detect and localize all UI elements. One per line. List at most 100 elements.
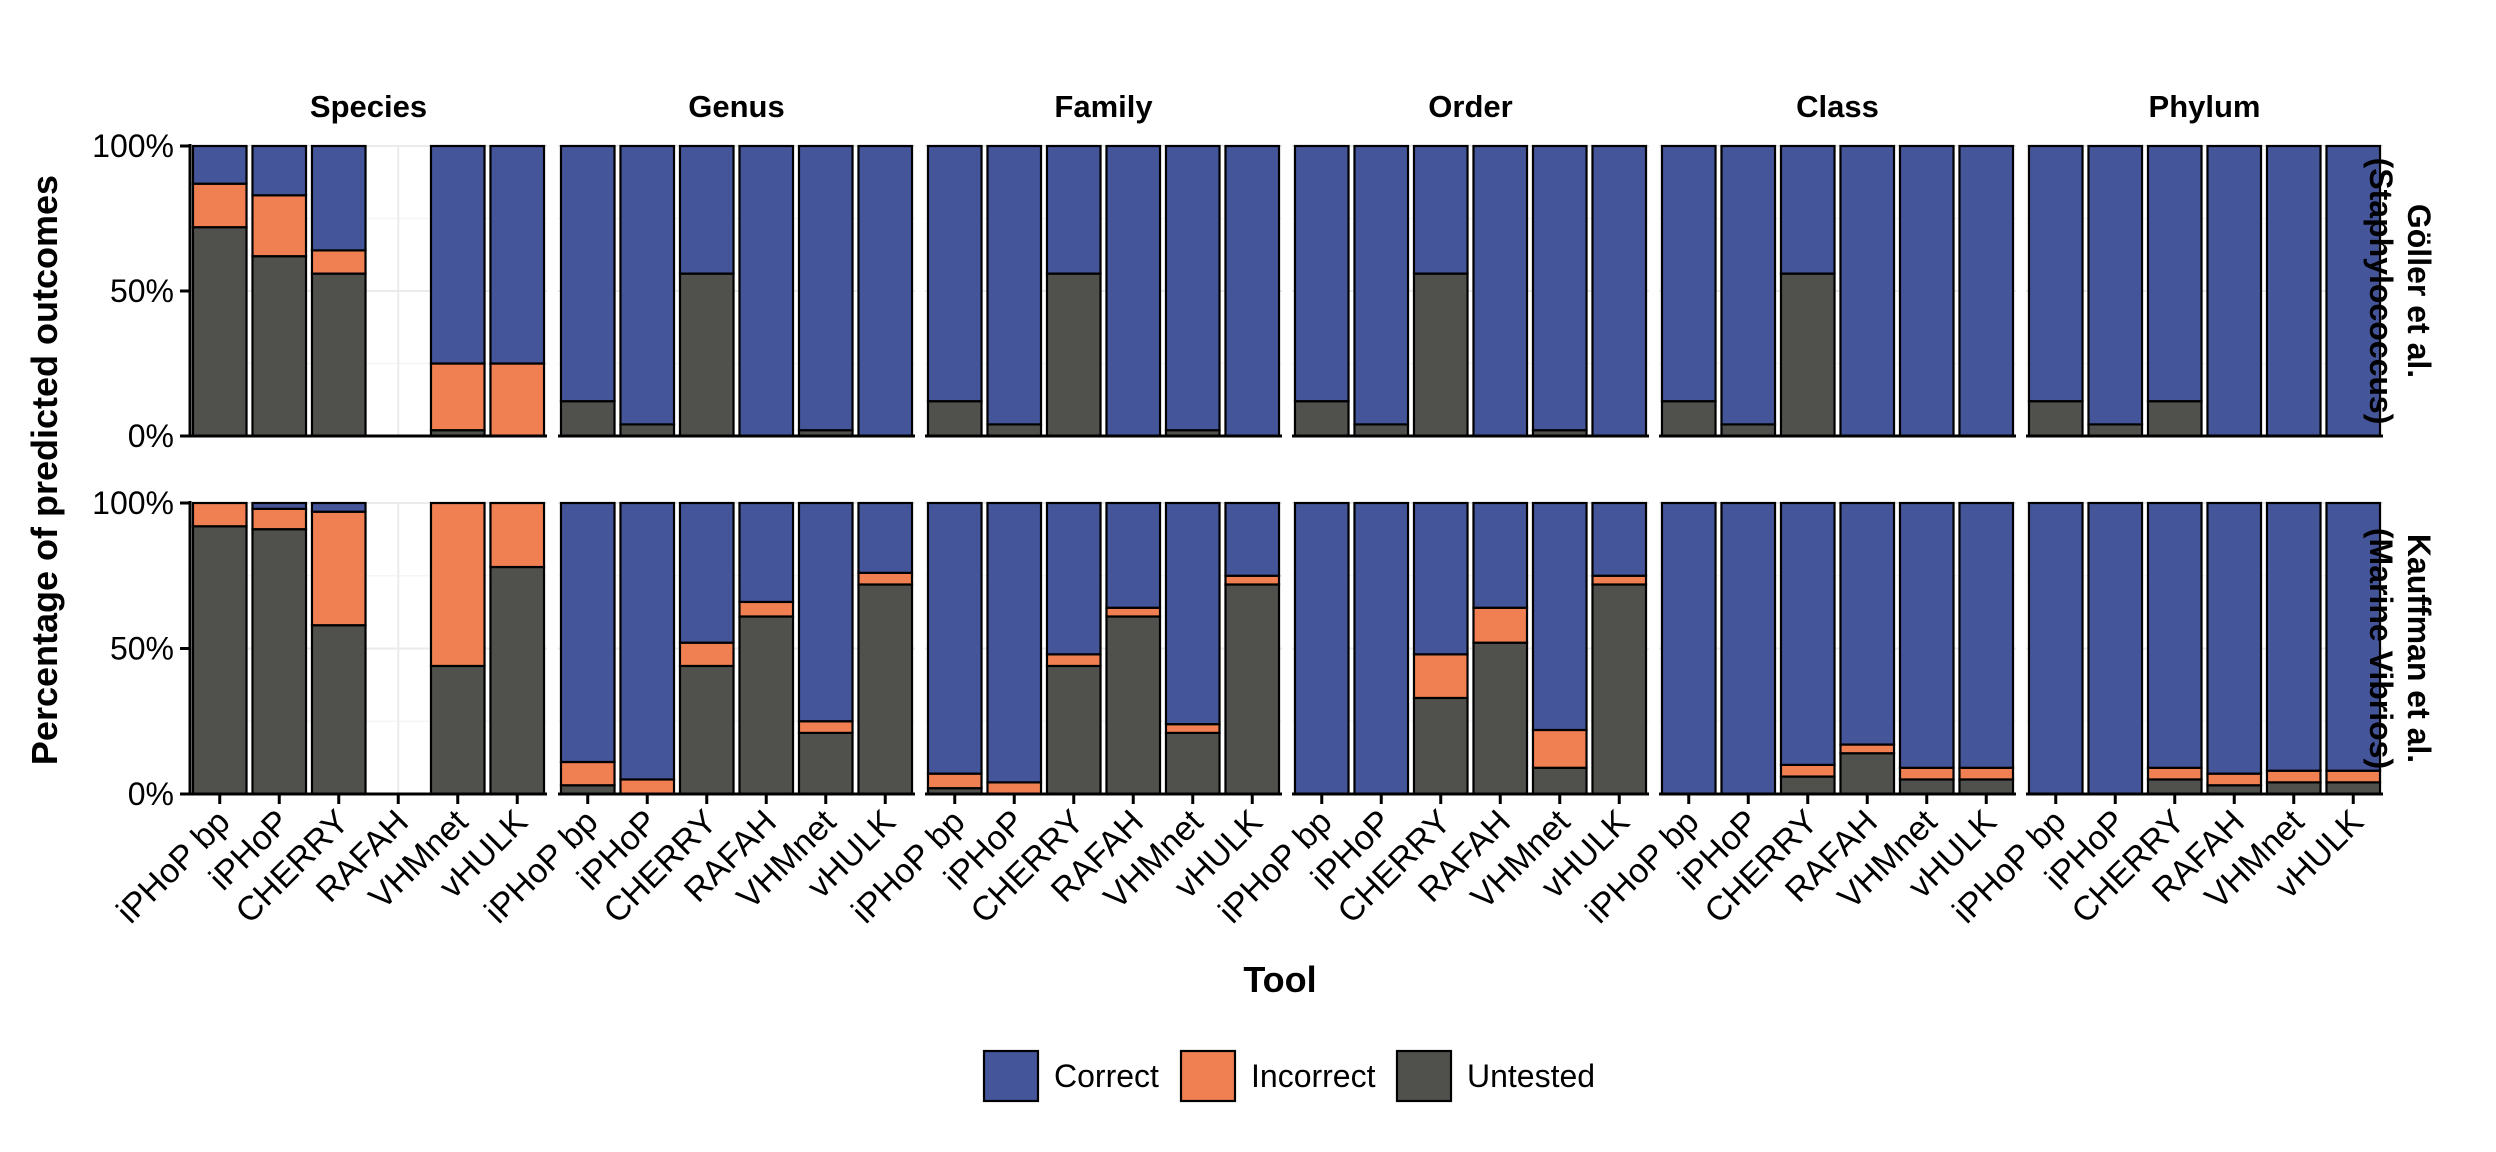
bar-segment-correct <box>489 144 546 365</box>
bar-segment-correct <box>1105 144 1162 438</box>
bar-segment-untested <box>1839 752 1896 796</box>
bar-segment-incorrect <box>1412 653 1469 700</box>
bar-segment-correct <box>1224 501 1281 577</box>
legend-label-untested: Untested <box>1467 1058 1595 1094</box>
bar-segment-untested <box>738 615 795 796</box>
bar-segment-correct <box>1958 501 2015 769</box>
bar-segment-correct <box>1353 144 1410 426</box>
legend: Correct Incorrect Untested <box>982 1049 1595 1103</box>
bar-segment-correct <box>678 144 735 275</box>
bar-segment-incorrect <box>2325 769 2382 784</box>
bar-segment-correct <box>559 501 616 764</box>
bar-segment-incorrect <box>1839 743 1896 755</box>
bar-segment-correct <box>2325 144 2382 438</box>
bar-segment-incorrect <box>310 249 367 275</box>
bar-segment-incorrect <box>1898 766 1955 781</box>
bar-segment-correct <box>797 144 854 432</box>
bar-segment-incorrect <box>310 510 367 627</box>
bar-segment-incorrect <box>1164 723 1221 734</box>
bar-segment-incorrect <box>1958 766 2015 781</box>
bar-segment-incorrect <box>2265 769 2322 784</box>
bar-segment-correct <box>251 144 308 197</box>
bar-segment-untested <box>1045 272 1102 438</box>
bar-segment-correct <box>1045 144 1102 275</box>
bar-segment-incorrect <box>1472 606 1529 644</box>
bar-segment-untested <box>926 400 983 438</box>
legend-swatch-incorrect <box>1179 1049 1237 1103</box>
y-tick-label: 100% <box>92 128 174 164</box>
bar-segment-correct <box>429 144 486 365</box>
bar-segment-correct <box>2087 501 2144 796</box>
bar-segment-untested <box>1958 778 2015 796</box>
bar-segment-untested <box>678 664 735 796</box>
bar-segment-correct <box>1898 144 1955 438</box>
bar-segment-incorrect <box>1045 653 1102 668</box>
bar-segment-correct <box>1353 501 1410 796</box>
column-title-phylum: Phylum <box>2149 89 2261 124</box>
bar-segment-incorrect <box>2206 772 2263 787</box>
bar-segment-correct <box>986 144 1043 426</box>
bar-segment-untested <box>1531 766 1588 796</box>
bar-segment-correct <box>619 144 676 426</box>
legend-label-correct: Correct <box>1054 1058 1159 1094</box>
bar-segment-correct <box>1412 501 1469 656</box>
bar-segment-untested <box>310 624 367 796</box>
panel-class-row1 <box>1659 144 2016 438</box>
bar-segment-untested <box>1660 400 1717 438</box>
bar-segment-incorrect <box>986 781 1043 796</box>
bar-segment-untested <box>986 423 1043 438</box>
bar-segment-correct <box>1531 501 1588 732</box>
bar-segment-untested <box>1105 615 1162 796</box>
bar-segment-correct <box>2206 144 2263 438</box>
bar-segment-untested <box>1045 664 1102 796</box>
bar-segment-correct <box>986 501 1043 784</box>
bar-segment-untested <box>2325 781 2382 796</box>
column-title-order: Order <box>1428 89 1512 124</box>
bar-segment-correct <box>1164 501 1221 726</box>
bar-segment-incorrect <box>619 778 676 796</box>
bar-segment-correct <box>1779 501 1836 766</box>
bar-segment-incorrect <box>926 772 983 790</box>
bar-segment-incorrect <box>1779 763 1836 778</box>
panel-family-row1 <box>925 144 1282 438</box>
row-title-line1: Göller et al. <box>2401 204 2437 378</box>
bar-segment-incorrect <box>429 362 486 432</box>
bar-segment-untested <box>2146 778 2203 796</box>
row-title-line2: (Marine Vibrios) <box>2363 528 2399 769</box>
bar-segment-correct <box>2265 501 2322 772</box>
column-title-genus: Genus <box>688 89 784 124</box>
bar-segment-correct <box>559 144 616 403</box>
y-tick-label: 50% <box>110 631 174 667</box>
bar-segment-correct <box>1898 501 1955 769</box>
bar-segment-correct <box>619 501 676 781</box>
bar-segment-incorrect <box>251 194 308 258</box>
legend-item-correct: Correct <box>982 1049 1159 1103</box>
bar-segment-correct <box>857 501 914 574</box>
panel-species-row1 <box>188 144 547 438</box>
bar-segment-untested <box>1898 778 1955 796</box>
bar-segment-untested <box>191 525 248 796</box>
legend-swatch-correct <box>982 1049 1040 1103</box>
bar-segment-correct <box>1839 501 1896 746</box>
bar-segment-untested <box>2087 423 2144 438</box>
bar-segment-correct <box>678 501 735 644</box>
bar-segment-incorrect <box>797 720 854 734</box>
panel-family-row2 <box>925 501 1282 796</box>
bar-segment-correct <box>1164 144 1221 432</box>
row-title-line1: Kauffman et al. <box>2401 534 2437 763</box>
column-title-class: Class <box>1796 89 1879 124</box>
bar-segment-correct <box>1472 501 1529 609</box>
y-tick-label: 0% <box>128 776 174 812</box>
bar-segment-untested <box>1591 583 1648 796</box>
bar-segment-incorrect <box>489 362 546 438</box>
bar-segment-untested <box>1224 583 1281 796</box>
bar-segment-correct <box>251 501 308 510</box>
bar-segment-correct <box>1660 144 1717 403</box>
row-title-1: Göller et al.(Staphylococcus) <box>2363 158 2437 425</box>
bar-segment-correct <box>1293 144 1350 403</box>
bar-segment-untested <box>310 272 367 438</box>
bar-segment-untested <box>619 423 676 438</box>
bar-segment-correct <box>1958 144 2015 438</box>
bar-segment-incorrect <box>559 760 616 787</box>
bar-segment-incorrect <box>1224 574 1281 586</box>
